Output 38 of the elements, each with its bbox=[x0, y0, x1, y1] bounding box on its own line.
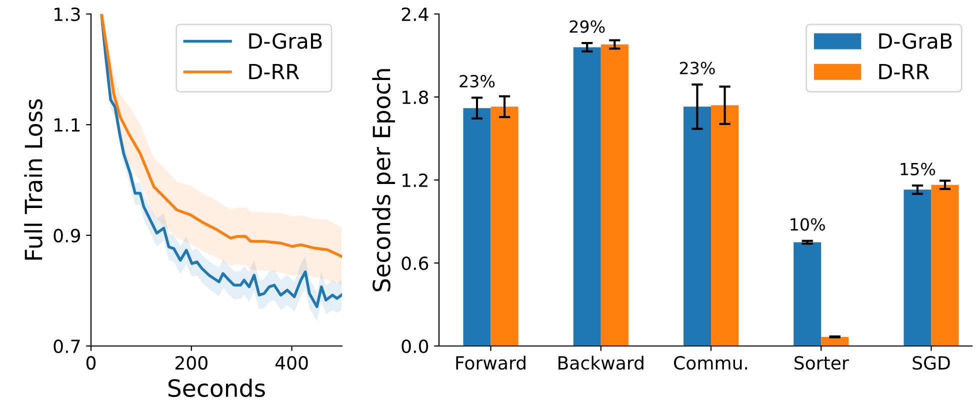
annotation: 23% bbox=[680, 62, 715, 74]
y-tick-label: 0.9 bbox=[54, 228, 80, 242]
y-tick-label: 0.6 bbox=[402, 256, 428, 270]
bar bbox=[711, 105, 739, 346]
x-tick-label: Forward bbox=[456, 356, 526, 370]
bar bbox=[490, 106, 518, 346]
x-axis-title: Seconds bbox=[168, 378, 265, 398]
annotation: 15% bbox=[900, 162, 936, 176]
y-tick-label: 1.8 bbox=[402, 90, 428, 104]
x-tick-label: Commu. bbox=[674, 356, 748, 370]
legend-label: D-RR bbox=[249, 64, 300, 80]
bar bbox=[904, 190, 932, 346]
bar bbox=[931, 184, 959, 346]
y-axis-title: Seconds per Epoch bbox=[372, 69, 396, 292]
y-tick-label: 1.3 bbox=[54, 7, 80, 22]
y-tick-label: 0.7 bbox=[54, 339, 80, 354]
y-axis-title: Full Train Loss bbox=[24, 99, 42, 260]
y-tick-label: 1.1 bbox=[54, 118, 80, 132]
x-tick-label: 200 bbox=[175, 356, 208, 370]
y-tick-label: 1.2 bbox=[402, 173, 428, 187]
x-tick-label: Sorter bbox=[794, 356, 849, 370]
x-tick-label: 0 bbox=[86, 356, 96, 370]
legend-label: D-GraB bbox=[879, 33, 952, 49]
x-tick-label: Backward bbox=[558, 356, 644, 370]
x-tick-label: 400 bbox=[275, 356, 308, 370]
y-tick-label: 0.0 bbox=[402, 339, 428, 354]
bar bbox=[794, 242, 822, 346]
annotation: 29% bbox=[570, 20, 605, 33]
bar bbox=[573, 47, 601, 346]
annotation: 10% bbox=[790, 218, 825, 231]
legend-label: D-RR bbox=[879, 64, 930, 80]
bar bbox=[600, 44, 628, 346]
annotation: 23% bbox=[460, 74, 495, 88]
y-tick-label: 2.4 bbox=[402, 7, 428, 21]
bar bbox=[463, 108, 491, 346]
bar bbox=[683, 106, 712, 346]
legend-label: D-GraB bbox=[249, 33, 322, 49]
x-tick-label: SGD bbox=[912, 356, 950, 370]
